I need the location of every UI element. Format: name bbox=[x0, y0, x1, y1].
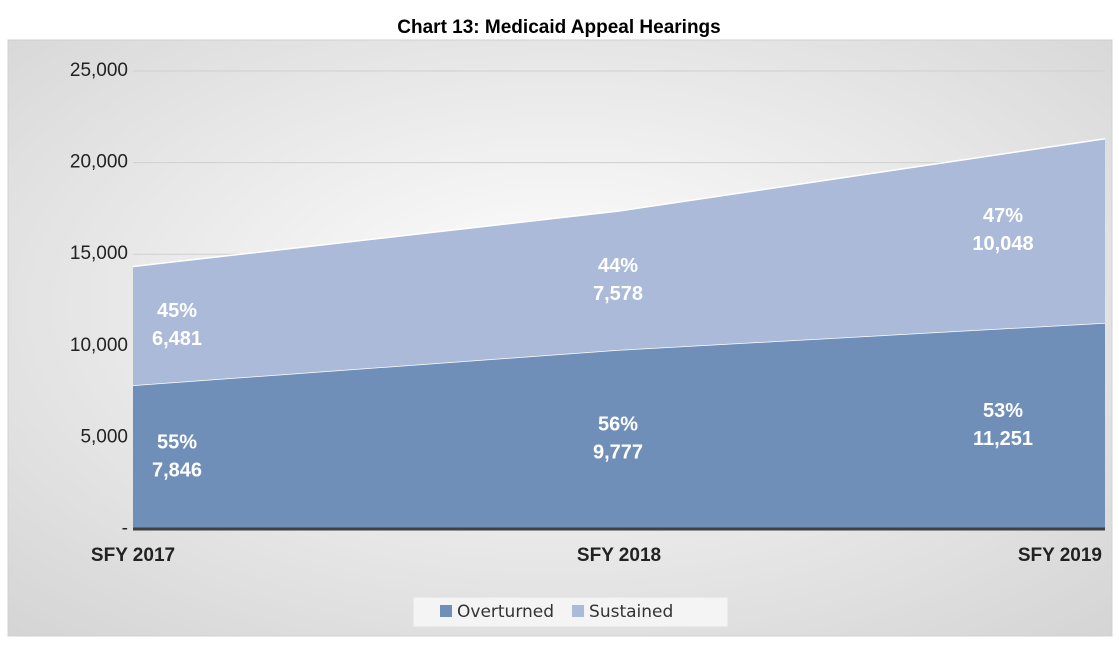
data-label: 11,251 bbox=[973, 428, 1033, 450]
legend-label: Sustained bbox=[589, 602, 673, 622]
data-label: 9,777 bbox=[593, 442, 643, 464]
x-tick-label: SFY 2019 bbox=[1018, 545, 1102, 566]
chart-title: Chart 13: Medicaid Appeal Hearings bbox=[397, 17, 720, 38]
y-tick-label: 20,000 bbox=[70, 152, 128, 173]
y-tick-label: - bbox=[122, 518, 128, 539]
area bbox=[133, 138, 1105, 386]
y-tick-label: 5,000 bbox=[80, 426, 128, 447]
data-label: 7,846 bbox=[152, 459, 202, 481]
data-label: 6,481 bbox=[152, 328, 202, 350]
data-label: 10,048 bbox=[972, 233, 1033, 255]
area-edge bbox=[132, 138, 1106, 268]
data-label: 7,578 bbox=[593, 283, 643, 305]
y-tick-label: 15,000 bbox=[70, 243, 128, 264]
data-label-percent: 55% bbox=[157, 431, 197, 453]
x-tick-label: SFY 2017 bbox=[91, 545, 175, 566]
y-tick-label: 10,000 bbox=[70, 335, 128, 356]
area bbox=[133, 322, 1105, 529]
y-tick-label: 25,000 bbox=[70, 60, 128, 81]
legend-label: Overturned bbox=[457, 602, 554, 622]
x-tick-label: SFY 2018 bbox=[577, 545, 661, 566]
data-label-percent: 47% bbox=[983, 205, 1023, 227]
data-label-percent: 53% bbox=[983, 400, 1023, 422]
legend-swatch bbox=[440, 605, 452, 617]
legend-swatch bbox=[572, 605, 585, 617]
legend-box bbox=[412, 596, 729, 628]
data-label-percent: 45% bbox=[157, 300, 197, 322]
data-label-percent: 44% bbox=[598, 255, 638, 277]
data-label-percent: 56% bbox=[598, 414, 638, 436]
